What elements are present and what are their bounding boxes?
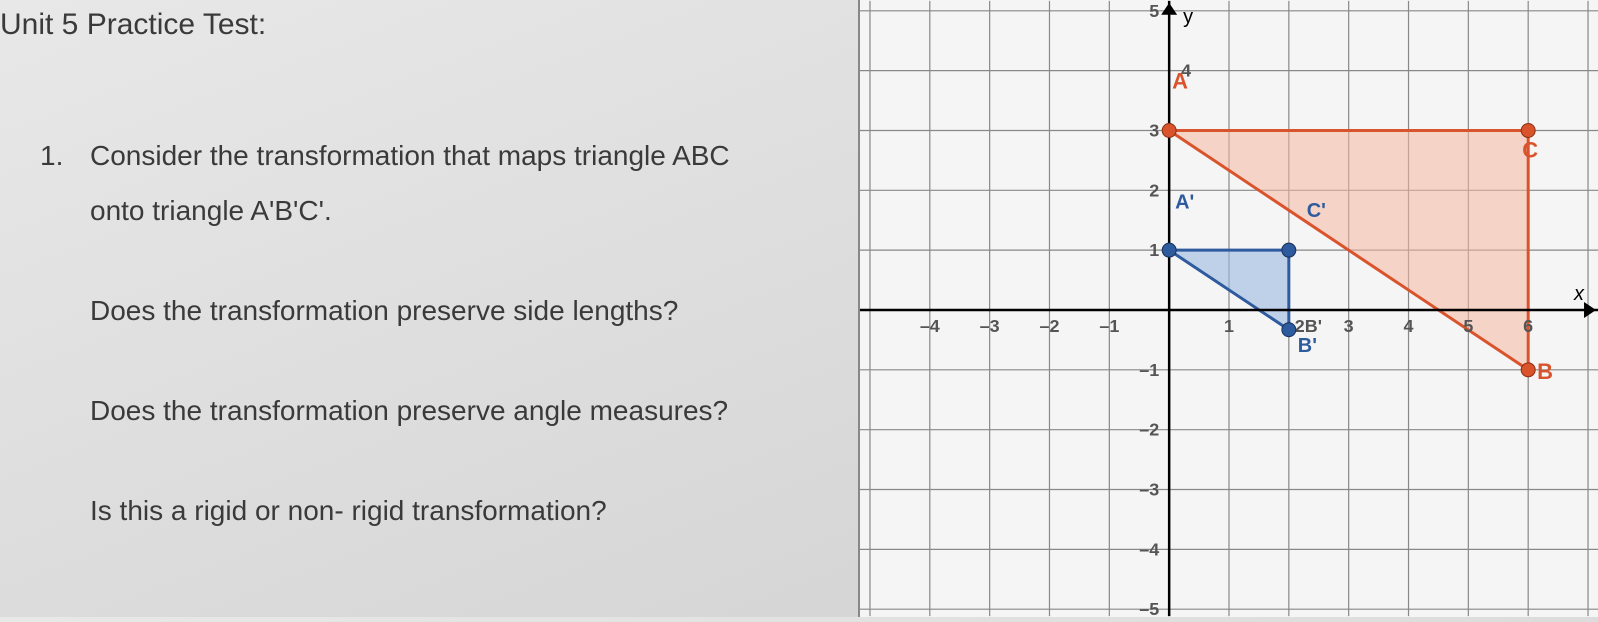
question-line-3: Does the transformation preserve side le… xyxy=(90,295,678,327)
svg-text:A': A' xyxy=(1175,191,1194,213)
svg-text:6: 6 xyxy=(1523,316,1533,336)
question-line-5: Is this a rigid or non- rigid transforma… xyxy=(90,495,607,527)
svg-text:–3: –3 xyxy=(1139,479,1159,499)
page-title: Unit 5 Practice Test: xyxy=(0,8,266,42)
svg-text:2: 2 xyxy=(1149,180,1159,200)
svg-text:–3: –3 xyxy=(980,316,1000,336)
svg-text:B: B xyxy=(1537,359,1553,384)
question-line-4: Does the transformation preserve angle m… xyxy=(90,395,728,427)
svg-text:x: x xyxy=(1573,283,1585,305)
svg-text:–4: –4 xyxy=(1139,539,1159,559)
svg-text:A: A xyxy=(1172,69,1188,94)
svg-text:4: 4 xyxy=(1404,316,1414,336)
svg-text:1: 1 xyxy=(1149,240,1159,260)
svg-text:C': C' xyxy=(1307,200,1326,222)
svg-text:5: 5 xyxy=(1149,1,1159,21)
question-number: 1. xyxy=(40,140,63,172)
svg-text:3: 3 xyxy=(1149,120,1159,140)
svg-text:–2: –2 xyxy=(1139,420,1159,440)
svg-text:y: y xyxy=(1183,6,1193,28)
svg-text:–4: –4 xyxy=(920,316,940,336)
svg-text:–2: –2 xyxy=(1040,316,1060,336)
svg-text:5: 5 xyxy=(1463,316,1473,336)
svg-text:–5: –5 xyxy=(1139,599,1159,617)
graph-svg: –4–3–2–1134562B'–5–4–3–2–112354yxABCA'B'… xyxy=(860,0,1598,617)
page-content: Unit 5 Practice Test: 1. Consider the tr… xyxy=(0,0,1598,617)
svg-text:–1: –1 xyxy=(1099,316,1119,336)
svg-text:C: C xyxy=(1522,137,1538,162)
coordinate-graph: –4–3–2–1134562B'–5–4–3–2–112354yxABCA'B'… xyxy=(858,0,1598,617)
svg-text:–1: –1 xyxy=(1139,360,1159,380)
svg-text:3: 3 xyxy=(1344,316,1354,336)
question-line-2: onto triangle A'B'C'. xyxy=(90,195,332,227)
svg-text:2B': 2B' xyxy=(1295,316,1322,336)
svg-text:1: 1 xyxy=(1224,316,1234,336)
svg-text:B': B' xyxy=(1298,335,1317,357)
question-line-1: Consider the transformation that maps tr… xyxy=(90,140,730,172)
